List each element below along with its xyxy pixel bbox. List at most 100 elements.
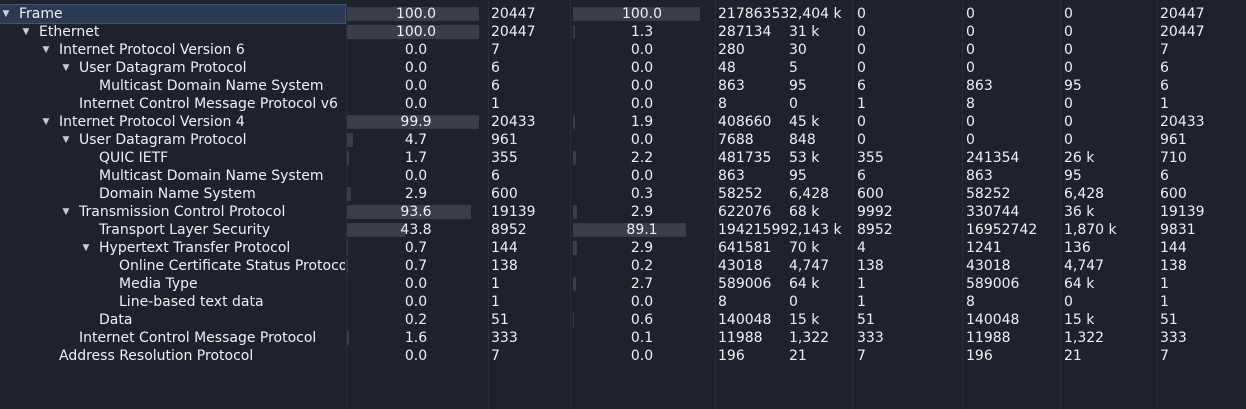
bytes-cell: 140048: [718, 312, 772, 328]
end-bits-s-cell: 0: [1064, 294, 1073, 310]
protocol-name-cell[interactable]: Transport Layer Security: [0, 221, 345, 239]
protocol-name: Internet Protocol Version 4: [59, 114, 245, 130]
protocol-name-cell[interactable]: ▼ Hypertext Transfer Protocol: [0, 239, 345, 257]
tree-row[interactable]: ▼ Ethernet 100.0 20447 1.3 287134 31 k 0 0 0 20447: [0, 23, 1246, 41]
tree-row[interactable]: Line-based text data 0.0 1 0.0 8 0 1 8 0 1: [0, 293, 1246, 311]
packets-cell: 355: [491, 150, 518, 166]
pct-packets-cell: 100.0: [347, 5, 485, 23]
protocol-name-cell[interactable]: Multicast Domain Name System: [0, 167, 345, 185]
packets-cell: 1: [491, 276, 500, 292]
pdus-cell: 6: [1160, 168, 1169, 184]
pdus-cell: 9831: [1160, 222, 1196, 238]
tree-row[interactable]: ▼ Frame 100.0 20447 100.0 21786353 2,404 k 0 0 0 2…: [0, 4, 1246, 24]
pdus-cell: 20447: [1160, 24, 1205, 40]
packets-cell: 6: [491, 78, 500, 94]
chevron-down-icon[interactable]: ▼: [62, 135, 70, 145]
bits-s-cell: 2,143 k: [789, 222, 842, 238]
pct-bytes-cell: 0.0: [573, 95, 711, 113]
pct-packets-value: 93.6: [400, 204, 432, 220]
protocol-name-cell[interactable]: Line-based text data: [0, 293, 345, 311]
pct-packets-value: 2.9: [404, 186, 428, 202]
tree-row[interactable]: Multicast Domain Name System 0.0 6 0.0 863 95…: [0, 167, 1246, 185]
protocol-name-cell[interactable]: Media Type: [0, 275, 345, 293]
tree-row[interactable]: ▼ Internet Protocol Version 4 99.9 20433 1.9…: [0, 113, 1246, 131]
protocol-name-cell[interactable]: Domain Name System: [0, 185, 345, 203]
protocol-name: Ethernet: [39, 24, 100, 40]
pct-packets-value: 100.0: [395, 6, 437, 22]
tree-row[interactable]: ▼ User Datagram Protocol 4.7 961 0.0 7688 848 0…: [0, 131, 1246, 149]
packets-cell: 6: [491, 60, 500, 76]
chevron-down-icon[interactable]: ▼: [62, 63, 70, 73]
end-bits-s-cell: 36 k: [1064, 204, 1095, 220]
bits-s-cell: 21: [789, 348, 807, 364]
tree-row[interactable]: ▼ User Datagram Protocol 0.0 6 0.0 48 5 0 0 0 6: [0, 59, 1246, 77]
bits-s-cell: 31 k: [789, 24, 820, 40]
tree-row[interactable]: Transport Layer Security 43.8 8952 89.1 1942…: [0, 221, 1246, 239]
protocol-name-cell[interactable]: Data: [0, 311, 345, 329]
bytes-cell: 43018: [718, 258, 763, 274]
packets-cell: 144: [491, 240, 518, 256]
end-bytes-cell: 0: [966, 42, 975, 58]
tree-row[interactable]: Multicast Domain Name System 0.0 6 0.0 863 95…: [0, 77, 1246, 95]
pdus-cell: 19139: [1160, 204, 1205, 220]
end-packets-cell: 51: [857, 312, 875, 328]
tree-row[interactable]: ▼ Internet Protocol Version 6 0.0 7 0.0 280 30…: [0, 41, 1246, 59]
pct-bytes-cell: 0.0: [573, 131, 711, 149]
bytes-cell: 11988: [718, 330, 763, 346]
pdus-cell: 710: [1160, 150, 1187, 166]
end-bits-s-cell: 6,428: [1064, 186, 1105, 202]
chevron-down-icon[interactable]: ▼: [22, 27, 30, 37]
end-bytes-cell: 0: [966, 24, 975, 40]
protocol-name-cell[interactable]: ▼ Internet Protocol Version 4: [0, 113, 345, 131]
protocol-name-cell[interactable]: QUIC IETF: [0, 149, 345, 167]
protocol-name-cell[interactable]: ▼ Frame: [0, 4, 346, 24]
bits-s-cell: 848: [789, 132, 816, 148]
chevron-down-icon[interactable]: ▼: [82, 243, 90, 253]
packets-cell: 7: [491, 348, 500, 364]
pct-bytes-bar: [573, 205, 577, 219]
protocol-name-cell[interactable]: ▼ Internet Protocol Version 6: [0, 41, 345, 59]
chevron-down-icon[interactable]: ▼: [62, 207, 70, 217]
protocol-name: Frame: [19, 6, 63, 22]
tree-row[interactable]: QUIC IETF 1.7 355 2.2 481735 53 k 355 241354 26 …: [0, 149, 1246, 167]
bits-s-cell: 95: [789, 168, 807, 184]
column-separator: [346, 0, 347, 409]
tree-row[interactable]: Data 0.2 51 0.6 140048 15 k 51 140048 15 k 51: [0, 311, 1246, 329]
tree-row[interactable]: ▼ Hypertext Transfer Protocol 0.7 144 2.9 641…: [0, 239, 1246, 257]
tree-row[interactable]: Internet Control Message Protocol v6 0.0 1…: [0, 95, 1246, 113]
pct-packets-value: 4.7: [404, 132, 428, 148]
pct-bytes-cell: 89.1: [573, 221, 711, 239]
end-bytes-cell: 0: [966, 6, 975, 22]
column-separator: [570, 0, 571, 409]
protocol-name: Line-based text data: [119, 294, 264, 310]
protocol-name-cell[interactable]: Address Resolution Protocol: [0, 347, 345, 365]
tree-row[interactable]: Address Resolution Protocol 0.0 7 0.0 196 21 7…: [0, 347, 1246, 365]
tree-row[interactable]: ▼ Transmission Control Protocol 93.6 19139 2…: [0, 203, 1246, 221]
tree-row[interactable]: Online Certificate Status Protocol 0.7 138…: [0, 257, 1246, 275]
pct-packets-value: 0.0: [404, 60, 428, 76]
bytes-cell: 408660: [718, 114, 772, 130]
chevron-down-icon[interactable]: ▼: [2, 9, 10, 19]
protocol-name-cell[interactable]: ▼ Ethernet: [0, 23, 345, 41]
chevron-down-icon[interactable]: ▼: [42, 117, 50, 127]
pct-bytes-value: 0.0: [630, 132, 654, 148]
end-bytes-cell: 0: [966, 132, 975, 148]
chevron-down-icon[interactable]: ▼: [42, 45, 50, 55]
pct-packets-value: 43.8: [400, 222, 432, 238]
pct-bytes-cell: 0.0: [573, 347, 711, 365]
protocol-name-cell[interactable]: Internet Control Message Protocol v6: [0, 95, 345, 113]
tree-row[interactable]: Domain Name System 2.9 600 0.3 58252 6,428 600…: [0, 185, 1246, 203]
protocol-name-cell[interactable]: Multicast Domain Name System: [0, 77, 345, 95]
protocol-name-cell[interactable]: ▼ Transmission Control Protocol: [0, 203, 345, 221]
bits-s-cell: 45 k: [789, 114, 820, 130]
pct-packets-value: 0.2: [404, 312, 428, 328]
tree-row[interactable]: Internet Control Message Protocol 1.6 333 0…: [0, 329, 1246, 347]
protocol-name-cell[interactable]: Online Certificate Status Protocol: [0, 257, 345, 275]
protocol-name-cell[interactable]: ▼ User Datagram Protocol: [0, 59, 345, 77]
tree-row[interactable]: Media Type 0.0 1 2.7 589006 64 k 1 589006 64 k 1: [0, 275, 1246, 293]
bytes-cell: 8: [718, 96, 727, 112]
protocol-name-cell[interactable]: Internet Control Message Protocol: [0, 329, 345, 347]
protocol-name-cell[interactable]: ▼ User Datagram Protocol: [0, 131, 345, 149]
protocol-name: Internet Protocol Version 6: [59, 42, 245, 58]
end-bytes-cell: 589006: [966, 276, 1020, 292]
